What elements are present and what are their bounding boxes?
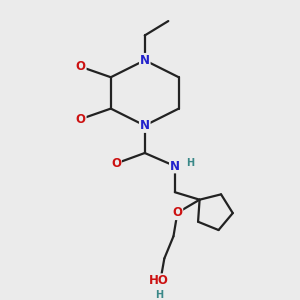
Text: N: N xyxy=(170,160,180,172)
Text: HO: HO xyxy=(149,274,169,287)
Text: O: O xyxy=(76,112,86,125)
Text: H: H xyxy=(186,158,194,168)
Text: O: O xyxy=(111,157,121,170)
Text: N: N xyxy=(140,54,150,67)
Text: O: O xyxy=(76,60,86,73)
Text: H: H xyxy=(155,290,163,300)
Text: N: N xyxy=(140,119,150,132)
Text: O: O xyxy=(172,206,182,219)
